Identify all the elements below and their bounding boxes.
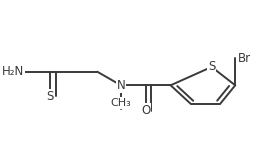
Text: S: S [208,60,215,73]
Text: O: O [141,104,150,117]
Text: N: N [116,79,125,92]
Text: CH₃: CH₃ [111,98,131,108]
Text: Br: Br [238,52,251,65]
Text: S: S [46,90,54,103]
Text: H₂N: H₂N [2,65,24,78]
